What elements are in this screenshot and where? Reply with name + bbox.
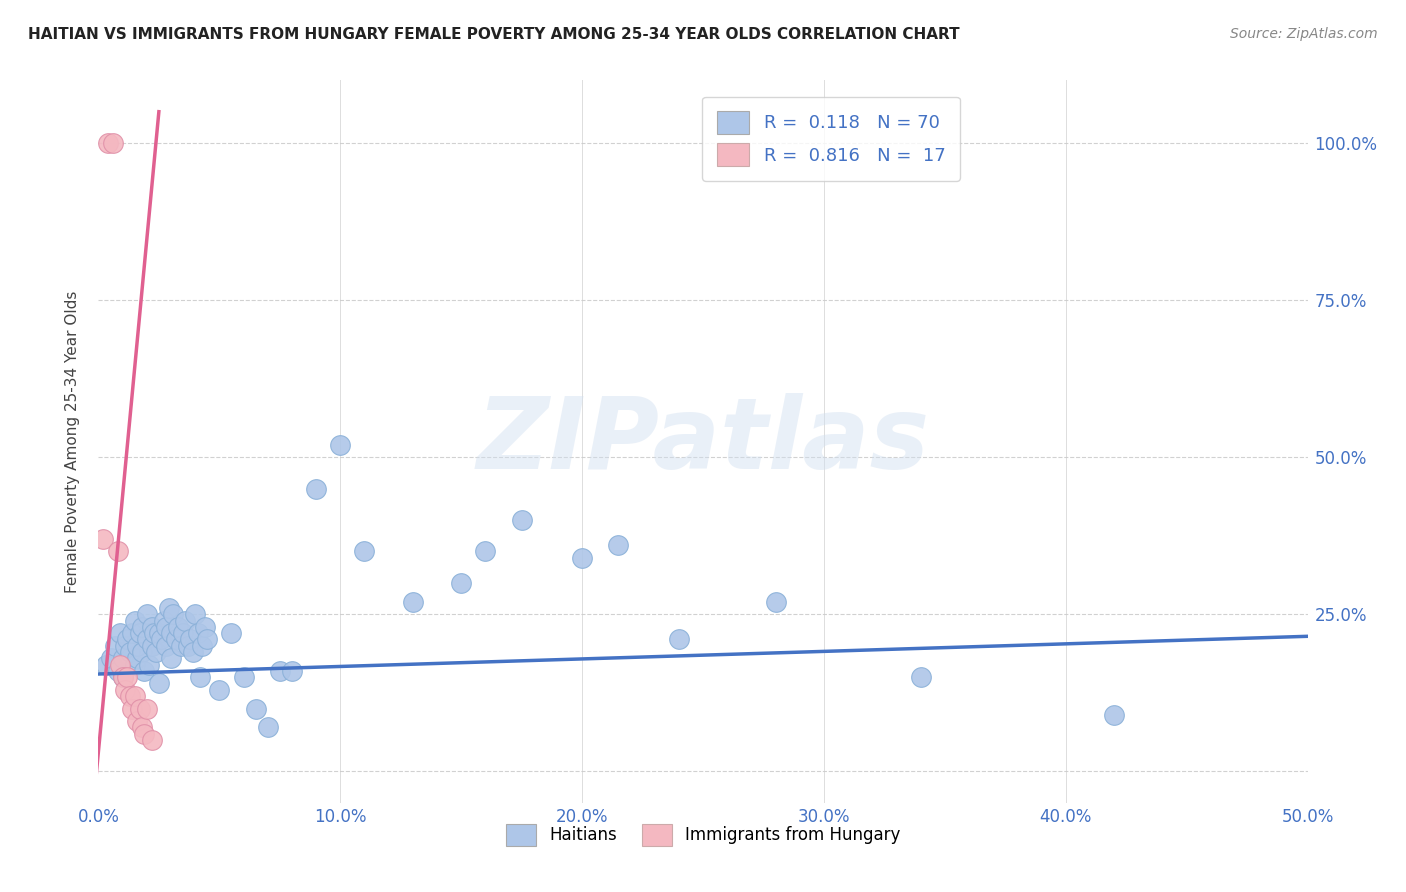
Point [127,651,149,665]
Point [148,676,170,690]
Point [117,670,139,684]
Point [910,670,932,684]
Point [143,626,166,640]
Point [165,632,187,647]
Point [157,601,180,615]
Point [91,532,114,546]
Point [94,657,117,672]
Point [124,689,146,703]
Point [128,626,150,640]
Point [141,733,163,747]
Point [269,664,291,678]
Point [232,670,254,684]
Point [188,670,211,684]
Point [179,632,201,647]
Point [187,626,209,640]
Point [127,714,149,728]
Point [174,614,197,628]
Point [150,632,173,647]
Point [169,639,191,653]
Point [329,438,352,452]
Point [107,664,129,678]
Point [111,670,134,684]
Point [148,626,170,640]
Point [135,607,157,622]
Point [104,639,127,653]
Point [668,632,690,647]
Point [134,664,156,678]
Point [121,701,143,715]
Point [108,626,131,640]
Point [160,626,183,640]
Point [177,639,200,653]
Point [167,620,190,634]
Point [571,550,593,565]
Point [765,595,787,609]
Point [124,657,146,672]
Point [141,639,163,653]
Point [281,664,304,678]
Point [138,657,160,672]
Y-axis label: Female Poverty Among 25-34 Year Olds: Female Poverty Among 25-34 Year Olds [65,291,80,592]
Point [124,614,146,628]
Point [135,632,157,647]
Point [127,639,149,653]
Point [208,682,231,697]
Point [100,651,122,665]
Point [118,645,141,659]
Point [131,620,153,634]
Point [128,701,150,715]
Point [131,720,153,734]
Point [305,482,328,496]
Point [510,513,533,527]
Point [117,632,139,647]
Point [221,626,243,640]
Point [607,538,630,552]
Point [353,544,375,558]
Text: HAITIAN VS IMMIGRANTS FROM HUNGARY FEMALE POVERTY AMONG 25-34 YEAR OLDS CORRELAT: HAITIAN VS IMMIGRANTS FROM HUNGARY FEMAL… [28,27,960,42]
Point [111,670,134,684]
Legend: Haitians, Immigrants from Hungary: Haitians, Immigrants from Hungary [499,818,907,852]
Point [160,651,183,665]
Point [256,720,278,734]
Point [191,639,214,653]
Point [474,544,496,558]
Point [402,595,425,609]
Point [145,645,167,659]
Point [1102,707,1125,722]
Point [111,651,134,665]
Point [181,645,204,659]
Point [155,639,177,653]
Point [141,620,163,634]
Point [134,727,156,741]
Point [450,575,472,590]
Point [131,645,153,659]
Text: ZIPatlas: ZIPatlas [477,393,929,490]
Point [135,701,157,715]
Point [118,689,141,703]
Point [114,682,136,697]
Point [121,626,143,640]
Point [195,632,218,647]
Point [114,639,136,653]
Point [162,607,184,622]
Point [194,620,217,634]
Point [172,626,194,640]
Text: Source: ZipAtlas.com: Source: ZipAtlas.com [1230,27,1378,41]
Point [184,607,207,622]
Point [155,620,177,634]
Point [107,544,129,558]
Point [97,136,120,150]
Point [152,614,174,628]
Point [101,136,124,150]
Point [108,657,131,672]
Point [245,701,267,715]
